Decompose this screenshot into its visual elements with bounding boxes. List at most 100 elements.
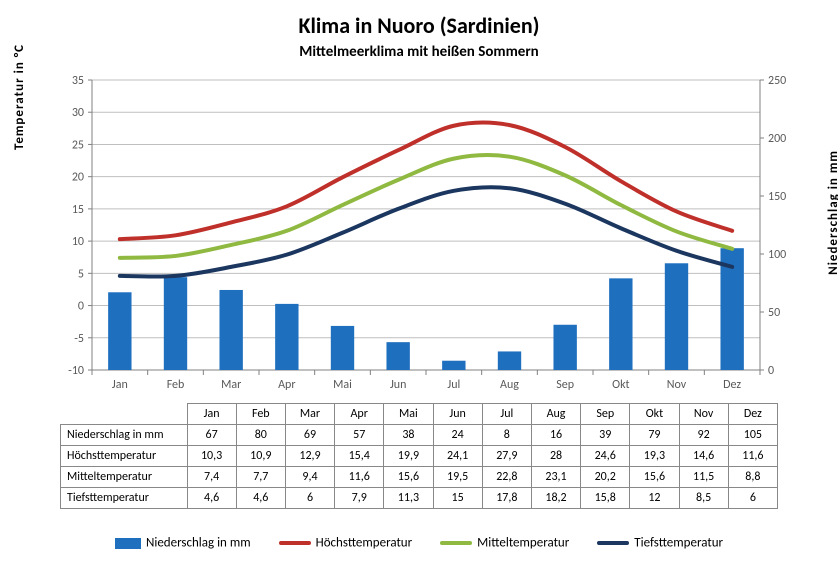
xtick-label: Sep	[556, 378, 574, 392]
table-cell: 14,6	[679, 446, 728, 467]
table-cell: 6	[728, 488, 777, 509]
table-col-header: Dez	[728, 404, 777, 425]
bar-precip	[219, 290, 242, 370]
legend-label: Mitteltemperatur	[477, 536, 569, 551]
table-cell: 69	[285, 425, 334, 446]
chart-area: -10-505101520253035050100150200250JanFeb…	[0, 70, 838, 400]
table-row-header: Tiefsttemperatur	[61, 488, 188, 509]
table-cell: 24	[433, 425, 482, 446]
table-cell: 24,1	[433, 446, 482, 467]
xtick-label: Jun	[390, 378, 406, 392]
ytick-left: 5	[78, 267, 84, 281]
table-cell: 23,1	[531, 467, 580, 488]
table-cell: 6	[285, 488, 334, 509]
table-col-header: Apr	[335, 404, 384, 425]
chart-title: Klima in Nuoro (Sardinien)	[0, 0, 838, 39]
table-cell: 11,5	[679, 467, 728, 488]
table-cell: 8	[482, 425, 531, 446]
bar-precip	[609, 278, 632, 370]
table-cell: 19,5	[433, 467, 482, 488]
xtick-label: Mar	[221, 378, 241, 392]
table-cell: 8,8	[728, 467, 777, 488]
bar-precip	[665, 263, 688, 370]
table-col-header: Jun	[433, 404, 482, 425]
bar-precip	[442, 361, 465, 370]
table-cell: 22,8	[482, 467, 531, 488]
data-table: JanFebMarAprMaiJunJulAugSepOktNovDezNied…	[60, 403, 778, 509]
table-cell: 10,3	[187, 446, 236, 467]
table-cell: 12,9	[285, 446, 334, 467]
table-cell: 9,4	[285, 467, 334, 488]
data-table-wrap: JanFebMarAprMaiJunJulAugSepOktNovDezNied…	[60, 403, 778, 509]
legend-label: Höchsttemperatur	[316, 536, 413, 551]
ytick-right: 100	[768, 248, 786, 262]
table-row-header: Mitteltemperatur	[61, 467, 188, 488]
xtick-label: Mai	[333, 378, 352, 392]
ytick-left: 30	[72, 106, 84, 120]
ytick-right: 0	[768, 364, 774, 378]
ytick-left: 15	[72, 203, 84, 217]
table-col-header: Feb	[236, 404, 285, 425]
table-cell: 15,6	[384, 467, 433, 488]
table-col-header: Aug	[531, 404, 580, 425]
ytick-right: 150	[768, 190, 786, 204]
bar-precip	[498, 351, 521, 370]
xtick-label: Nov	[667, 378, 687, 392]
ytick-left: -5	[74, 332, 84, 346]
table-cell: 17,8	[482, 488, 531, 509]
table-cell: 19,3	[630, 446, 679, 467]
table-cell: 15,8	[581, 488, 630, 509]
xtick-label: Dez	[723, 378, 741, 392]
bar-precip	[164, 277, 187, 370]
table-cell: 92	[679, 425, 728, 446]
table-row-header: Niederschlag in mm	[61, 425, 188, 446]
table-cell: 105	[728, 425, 777, 446]
bar-precip	[275, 304, 298, 370]
table-cell: 7,7	[236, 467, 285, 488]
xtick-label: Apr	[278, 378, 295, 392]
table-cell: 12	[630, 488, 679, 509]
table-cell: 28	[531, 446, 580, 467]
ytick-left: 0	[78, 300, 84, 314]
table-cell: 4,6	[187, 488, 236, 509]
table-cell: 11,3	[384, 488, 433, 509]
table-cell: 15,4	[335, 446, 384, 467]
table-cell: 4,6	[236, 488, 285, 509]
table-col-header: Mar	[285, 404, 334, 425]
legend-label: Tiefsttemperatur	[634, 536, 723, 551]
table-cell: 67	[187, 425, 236, 446]
ytick-left: -10	[68, 364, 84, 378]
table-col-header: Sep	[581, 404, 630, 425]
line-mean	[120, 155, 732, 258]
table-cell: 15	[433, 488, 482, 509]
table-cell: 7,4	[187, 467, 236, 488]
table-col-header: Nov	[679, 404, 728, 425]
bar-precip	[386, 342, 409, 370]
ytick-left: 20	[72, 171, 84, 185]
xtick-label: Jan	[112, 378, 128, 392]
legend-label: Niederschlag in mm	[146, 536, 251, 551]
ytick-right: 200	[768, 132, 786, 146]
line-low	[120, 187, 732, 276]
legend-item-precip: Niederschlag in mm	[115, 535, 251, 550]
legend-swatch-bar	[115, 538, 141, 549]
table-col-header: Jan	[187, 404, 236, 425]
table-cell: 7,9	[335, 488, 384, 509]
bar-precip	[331, 326, 354, 370]
legend-item-mean: Mitteltemperatur	[440, 535, 569, 550]
chart-svg: -10-505101520253035050100150200250JanFeb…	[0, 70, 838, 400]
ytick-right: 250	[768, 74, 786, 88]
chart-subtitle: Mittelmeerklima mit heißen Sommern	[0, 39, 838, 61]
table-cell: 79	[630, 425, 679, 446]
table-cell: 15,6	[630, 467, 679, 488]
table-col-header: Mai	[384, 404, 433, 425]
bar-precip	[553, 325, 576, 370]
legend-swatch-line	[279, 541, 311, 545]
table-cell: 11,6	[335, 467, 384, 488]
table-cell: 11,6	[728, 446, 777, 467]
table-cell: 19,9	[384, 446, 433, 467]
line-high	[120, 123, 732, 240]
xtick-label: Okt	[612, 378, 629, 392]
ytick-left: 25	[72, 138, 84, 152]
table-cell: 10,9	[236, 446, 285, 467]
